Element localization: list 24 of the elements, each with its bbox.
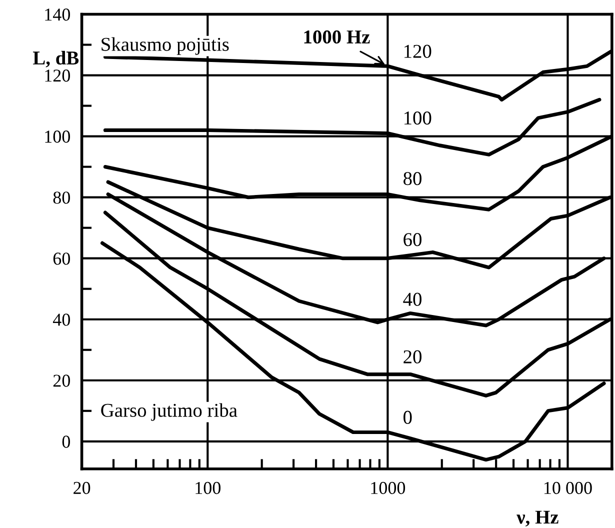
y-tick-label: 100 xyxy=(45,130,70,143)
series-label: 40 xyxy=(403,292,422,306)
y-tick-label: 40 xyxy=(52,314,70,326)
series-label: 100 xyxy=(404,111,432,125)
y-tick-label: 0 xyxy=(62,436,70,448)
series-label: 80 xyxy=(404,172,422,186)
y-tick-label: 60 xyxy=(53,252,70,265)
y-tick-label: 120 xyxy=(45,70,70,82)
x-tick-label: 10 000 xyxy=(544,482,592,494)
x-tick-label: 1000 xyxy=(371,482,406,494)
y-axis-title: L, dB xyxy=(33,50,79,68)
y-tick-label: 140 xyxy=(45,8,70,21)
y-tick-label: 20 xyxy=(53,374,70,387)
annotation: Garso jutimo riba xyxy=(101,403,238,421)
x-tick-label: 100 xyxy=(196,482,220,494)
series-label: 20 xyxy=(404,350,422,364)
x-tick-label: 20 xyxy=(74,482,90,494)
annotation: 1000 Hz xyxy=(304,30,370,44)
y-tick-label: 80 xyxy=(53,192,70,204)
annotation: Skausmo pojūtis xyxy=(102,37,229,55)
series-label: 0 xyxy=(404,410,412,424)
x-axis-title: ν, Hz xyxy=(516,510,558,527)
legend-label: 120 xyxy=(404,44,432,58)
series-label: 60 xyxy=(404,233,422,246)
